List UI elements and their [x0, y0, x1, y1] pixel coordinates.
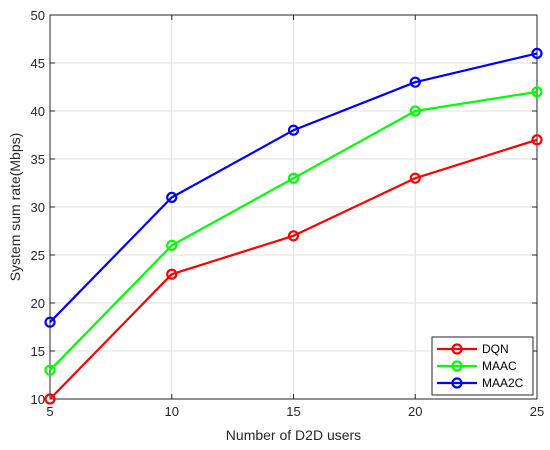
data-point-dqn: [409, 172, 421, 184]
series-line-maa2c: [49, 52, 538, 323]
data-point-dqn: [531, 134, 543, 146]
y-tick-label: 30: [31, 200, 45, 215]
legend-marker-maa2c: [451, 377, 463, 389]
x-tick-label: 10: [165, 404, 179, 419]
x-tick-label: 5: [46, 404, 53, 419]
y-tick-label: 15: [31, 344, 45, 359]
series-line-dqn: [49, 138, 538, 400]
x-axis-title: Number of D2D users: [226, 427, 361, 443]
x-tick-label: 25: [530, 404, 544, 419]
legend-label-maa2c: MAA2C: [482, 376, 524, 390]
y-axis-title: System sum rate(Mbps): [7, 133, 23, 282]
series-line-maac: [49, 90, 538, 371]
data-point-maac: [44, 364, 56, 376]
data-point-dqn: [287, 230, 300, 242]
legend-label-dqn: DQN: [482, 342, 509, 356]
data-point-maa2c: [44, 316, 56, 328]
legend-marker-dqn: [451, 343, 463, 355]
data-point-maac: [409, 105, 421, 117]
data-point-maac: [531, 86, 543, 98]
data-point-maa2c: [409, 76, 421, 88]
y-tick-label: 50: [31, 8, 45, 23]
x-tick-label: 15: [286, 404, 300, 419]
legend: DQN MAAC MAA2C: [431, 336, 534, 396]
y-tick-label: 40: [31, 104, 45, 119]
legend-marker-maac: [451, 360, 463, 372]
x-tick-label: 20: [408, 404, 422, 419]
data-point-maac: [166, 239, 178, 251]
y-tick-label: 35: [31, 152, 45, 167]
data-point-maa2c: [287, 124, 300, 136]
y-tick-label: 25: [31, 248, 45, 263]
legend-label-maac: MAAC: [482, 359, 517, 373]
y-tick-label: 45: [31, 56, 45, 71]
data-point-maa2c: [166, 191, 178, 203]
series-group: [44, 47, 543, 405]
data-point-maac: [287, 172, 300, 184]
data-point-dqn: [44, 393, 56, 405]
y-tick-label: 10: [31, 392, 45, 407]
y-tick-label: 20: [31, 296, 45, 311]
data-point-dqn: [166, 268, 178, 280]
data-point-maa2c: [531, 47, 543, 60]
